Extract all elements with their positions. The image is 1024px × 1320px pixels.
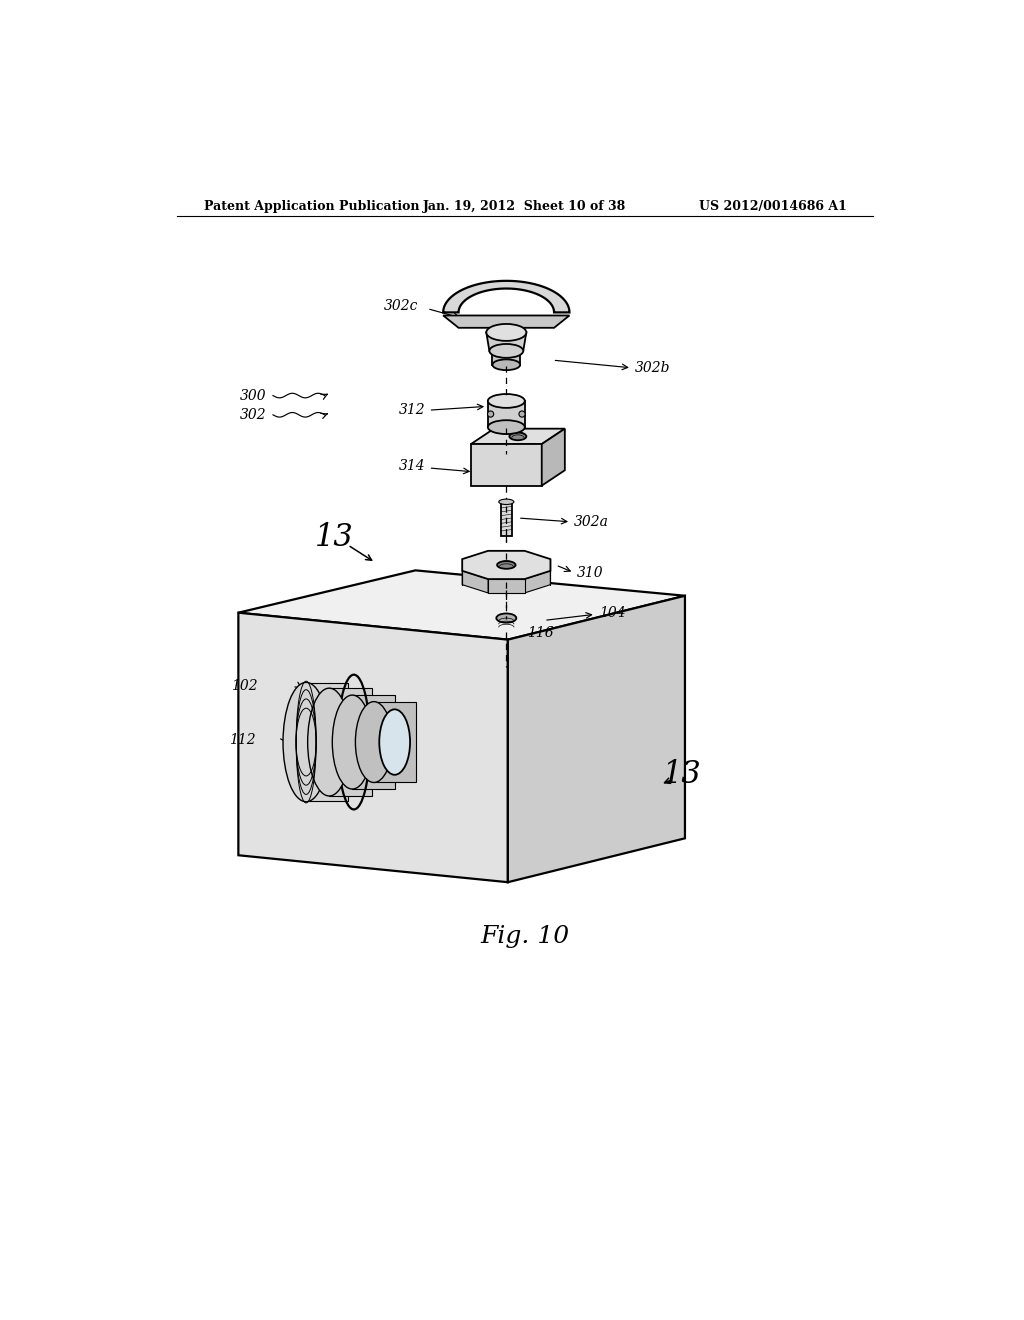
Ellipse shape [283,682,330,801]
Polygon shape [239,570,685,640]
Text: 102: 102 [231,678,258,693]
Ellipse shape [333,696,373,789]
Text: 13: 13 [663,759,701,789]
Ellipse shape [307,688,351,796]
Ellipse shape [497,614,516,623]
Text: Jan. 19, 2012  Sheet 10 of 38: Jan. 19, 2012 Sheet 10 of 38 [423,199,627,213]
Polygon shape [501,502,512,536]
Ellipse shape [499,499,514,504]
Text: 302: 302 [241,408,267,422]
Polygon shape [443,315,569,327]
Polygon shape [471,444,542,486]
Polygon shape [239,612,508,882]
Text: 116: 116 [527,626,554,640]
Text: 302b: 302b [635,360,671,375]
Polygon shape [352,696,394,789]
Ellipse shape [487,420,524,434]
Text: 13: 13 [315,521,354,553]
Polygon shape [306,682,348,801]
Text: US 2012/0014686 A1: US 2012/0014686 A1 [698,199,847,213]
Circle shape [487,411,494,417]
Ellipse shape [486,323,526,341]
Polygon shape [488,579,524,593]
Text: 312: 312 [398,403,425,417]
Text: 300: 300 [241,388,267,403]
Ellipse shape [487,395,524,408]
Polygon shape [462,570,488,593]
Text: 302c: 302c [383,300,418,313]
Ellipse shape [379,709,410,775]
Text: Patent Application Publication: Patent Application Publication [204,199,419,213]
Ellipse shape [493,359,520,370]
Ellipse shape [489,345,523,358]
Ellipse shape [355,702,392,783]
Text: 302a: 302a [574,515,609,529]
Polygon shape [462,550,551,579]
Polygon shape [443,281,569,313]
Circle shape [519,411,525,417]
Ellipse shape [497,561,515,569]
Polygon shape [486,333,526,351]
Polygon shape [374,702,416,781]
Polygon shape [487,401,524,428]
Polygon shape [471,429,565,444]
Polygon shape [493,351,520,364]
Polygon shape [508,595,685,882]
Text: Fig. 10: Fig. 10 [480,924,569,948]
Text: 112: 112 [229,733,256,747]
Text: 310: 310 [578,566,604,579]
Text: 104: 104 [599,606,626,619]
Polygon shape [330,688,372,796]
Polygon shape [524,570,551,593]
Text: 314: 314 [398,459,425,474]
Polygon shape [542,429,565,486]
Ellipse shape [509,433,526,441]
